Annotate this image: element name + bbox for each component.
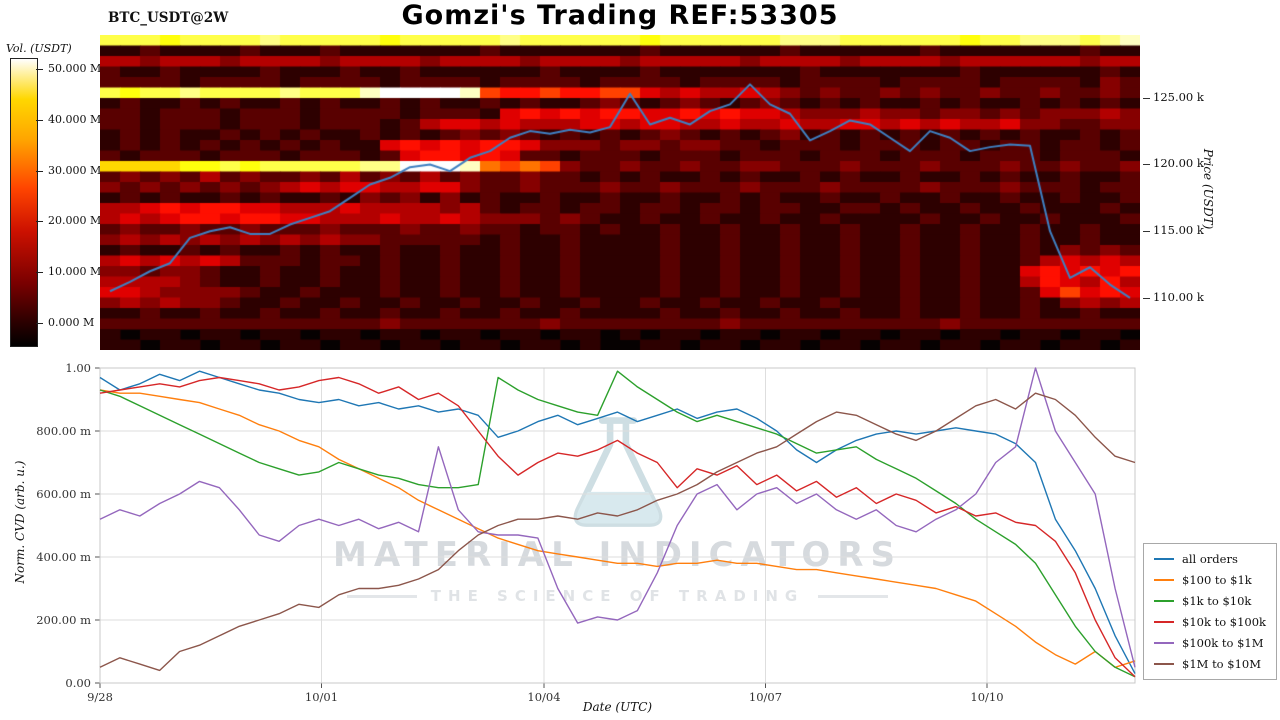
watermark-subtitle-text: THE SCIENCE OF TRADING <box>430 587 805 605</box>
colorbar-tick-label: 30.000 M <box>35 164 101 177</box>
volume-heatmap-chart <box>100 35 1140 350</box>
colorbar-ticks: 50.000 M 40.000 M 30.000 M 20.000 M 10.000 M… <box>35 58 120 345</box>
y-tick-label: 200.00 m <box>36 613 91 627</box>
cvd-legend: all orders $100 to $1k $1k to $10k $10k to … <box>1143 543 1278 680</box>
x-tick-label: 9/28 <box>87 690 113 704</box>
legend-label: $1M to $10M <box>1182 657 1261 671</box>
price-tick-label: 110.00 k <box>1143 290 1204 304</box>
symbol-label: BTC_USDT@2W <box>108 10 229 26</box>
colorbar-tick-label: 50.000 M <box>35 62 101 75</box>
legend-item: $1M to $10M <box>1154 657 1266 671</box>
legend-item: $100 to $1k <box>1154 573 1266 587</box>
watermark: MATERIAL INDICATORS THE SCIENCE OF TRADI… <box>100 413 1135 605</box>
cvd-panel: MATERIAL INDICATORS THE SCIENCE OF TRADI… <box>0 355 1280 720</box>
plot-border <box>99 367 1136 684</box>
y-tick-label: 800.00 m <box>36 424 91 438</box>
price-tick-label: 125.00 k <box>1143 90 1204 104</box>
legend-swatch <box>1154 620 1174 624</box>
series-line <box>99 389 1136 668</box>
x-tick-label: 10/10 <box>970 690 1003 704</box>
y-tick-label: 1.00 <box>65 361 91 375</box>
price-tick-label: 115.00 k <box>1143 223 1204 237</box>
price-axis-label: Price (USDT) <box>1201 148 1215 230</box>
watermark-subtitle: THE SCIENCE OF TRADING <box>100 587 1135 605</box>
colorbar-tick-label: 0.000 M <box>35 316 94 329</box>
colorbar-tick-label: 40.000 M <box>35 113 101 126</box>
legend-swatch <box>1154 641 1174 645</box>
colorbar-tick-label: 10.000 M <box>35 265 101 278</box>
volume-colorbar <box>10 58 38 347</box>
x-tick-label: 10/04 <box>527 690 560 704</box>
legend-label: $10k to $100k <box>1182 615 1267 629</box>
legend-swatch <box>1154 557 1174 561</box>
series-line <box>99 367 1136 668</box>
flask-logo-icon <box>573 417 662 527</box>
legend-label: all orders <box>1182 552 1238 566</box>
legend-label: $1k to $10k <box>1182 594 1252 608</box>
legend-item: $100k to $1M <box>1154 636 1266 650</box>
cvd-x-axis-label: Date (UTC) <box>582 700 653 714</box>
watermark-dash <box>346 595 417 598</box>
colorbar-label: Vol. (USDT) <box>6 42 72 55</box>
legend-swatch <box>1154 662 1174 666</box>
watermark-title: MATERIAL INDICATORS <box>333 535 902 575</box>
legend-label: $100 to $1k <box>1182 573 1252 587</box>
legend-item: all orders <box>1154 552 1266 566</box>
price-axis-ticks: 125.00 k 120.00 k 115.00 k 110.00 k <box>1143 35 1233 350</box>
legend-swatch <box>1154 599 1174 603</box>
series-line <box>99 370 1136 674</box>
series-line <box>99 370 1136 678</box>
x-tick-label: 10/01 <box>305 690 338 704</box>
series-line <box>99 392 1136 672</box>
price-tick-label: 120.00 k <box>1143 156 1204 170</box>
cvd-y-axis-label: Norm. CVD (arb. u.) <box>13 460 27 584</box>
y-tick-label: 400.00 m <box>36 550 91 564</box>
y-tick-label: 600.00 m <box>36 487 91 501</box>
legend-item: $1k to $10k <box>1154 594 1266 608</box>
page-title: Gomzi's Trading REF:53305 <box>401 0 839 31</box>
cvd-line-chart: 1.00 800.00 m 600.00 m 400.00 m 200.00 m 0.00… <box>36 361 1136 704</box>
y-tick-label: 0.00 <box>65 676 91 690</box>
colorbar-tick-label: 20.000 M <box>35 214 101 227</box>
x-tick-label: 10/07 <box>749 690 782 704</box>
legend-item: $10k to $100k <box>1154 615 1266 629</box>
legend-swatch <box>1154 578 1174 582</box>
legend-label: $100k to $1M <box>1182 636 1264 650</box>
watermark-dash <box>818 595 889 598</box>
series-line <box>99 376 1136 678</box>
